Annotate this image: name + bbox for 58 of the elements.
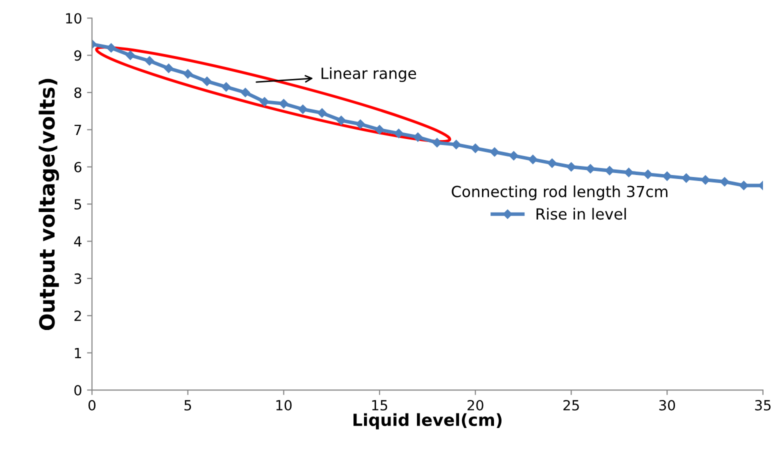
x-tick-label: 5: [184, 400, 192, 411]
y-tick-label: 4: [74, 236, 82, 247]
point: [126, 50, 135, 60]
x-axis-title: Liquid level(cm): [354, 413, 502, 430]
legend-label: Rise in level: [536, 208, 626, 220]
point: [202, 76, 212, 86]
point: [260, 97, 270, 106]
point: [222, 82, 231, 92]
y-tick-label: 7: [74, 124, 82, 135]
x-tick-label: 20: [468, 400, 484, 411]
point: [739, 180, 748, 190]
y-tick-label: 6: [74, 162, 82, 172]
point: [566, 162, 576, 172]
y-tick-label: 2: [74, 310, 81, 321]
x-tick-label: 0: [88, 400, 96, 411]
x-tick-label: 15: [372, 400, 388, 411]
x-tick-label: 30: [659, 400, 676, 411]
point: [643, 170, 653, 179]
y-tick-label: 9: [74, 50, 82, 61]
x-tick-label: 25: [563, 400, 579, 411]
point: [298, 104, 308, 114]
y-tick-label: 0: [74, 385, 82, 396]
y-tick-label: 3: [74, 273, 82, 284]
point: [662, 172, 672, 181]
point: [624, 168, 634, 178]
point: [144, 56, 154, 66]
point: [490, 147, 500, 157]
point: [336, 116, 346, 126]
point: [356, 119, 365, 129]
point: [432, 138, 442, 148]
point: [240, 88, 250, 98]
legend-title: Connecting rod length 37cm: [452, 185, 668, 200]
point: [528, 154, 538, 164]
point: [279, 99, 288, 108]
point: [682, 173, 691, 183]
y-axis-title: Output voltage(volts): [38, 78, 60, 330]
x-tick-label: 10: [276, 400, 292, 411]
point: [509, 151, 518, 160]
annotation: Linear range: [322, 67, 416, 82]
point: [413, 132, 423, 142]
y-tick-label: 10: [66, 13, 82, 24]
point: [547, 158, 557, 168]
point: [183, 69, 192, 79]
point: [586, 164, 596, 174]
point: [720, 177, 730, 186]
point: [394, 128, 404, 138]
y-tick-label: 1: [74, 348, 81, 358]
y-tick-label: 5: [74, 199, 82, 210]
point: [317, 108, 327, 118]
point: [452, 140, 461, 150]
point: [106, 43, 116, 52]
point: [470, 144, 480, 153]
y-tick-label: 8: [74, 87, 82, 98]
point: [164, 64, 174, 73]
point: [700, 175, 710, 185]
x-tick-label: 35: [755, 400, 771, 411]
point: [604, 166, 614, 176]
point: [374, 125, 384, 134]
